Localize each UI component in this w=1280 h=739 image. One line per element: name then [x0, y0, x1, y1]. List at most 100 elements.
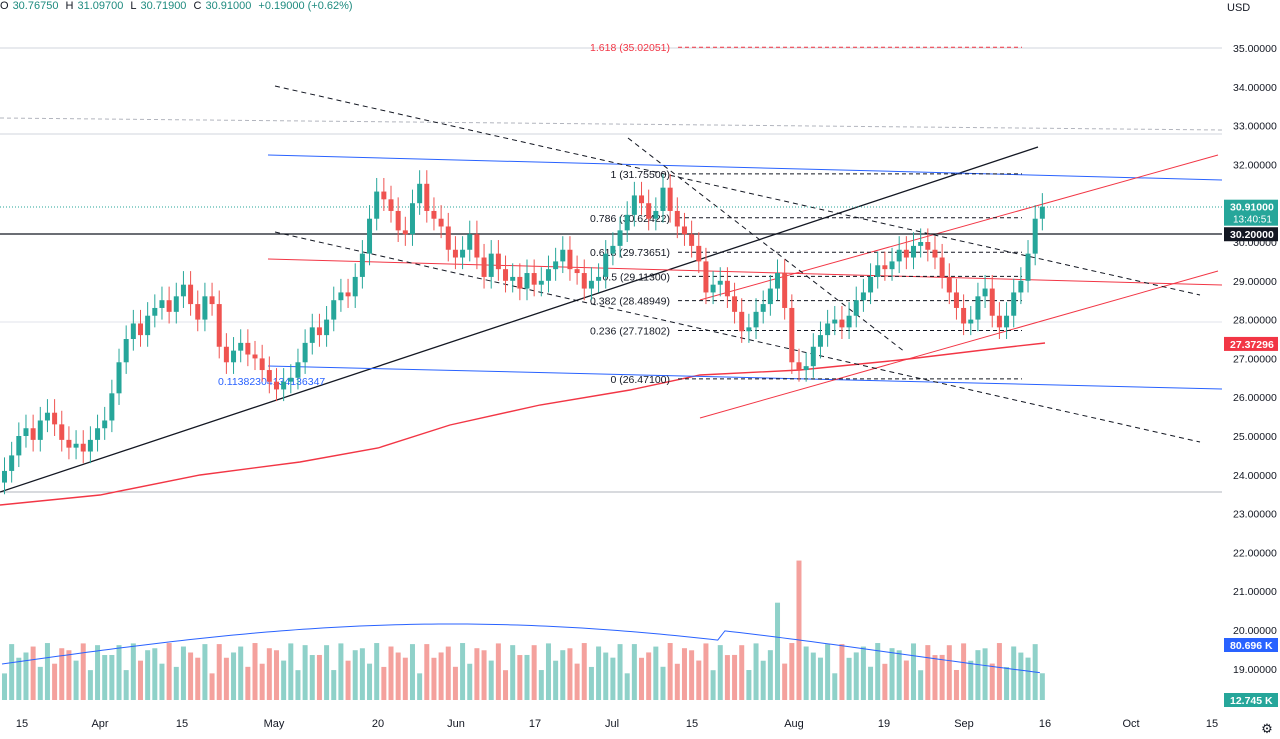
candle-body	[975, 296, 981, 320]
price-badge	[1224, 227, 1278, 242]
candle-body	[209, 296, 215, 305]
candle-body	[123, 339, 129, 363]
candle-body	[137, 323, 143, 336]
x-tick-label: 20	[372, 718, 384, 730]
candle-body	[1004, 315, 1010, 328]
volume-bar	[617, 644, 623, 700]
candle-body	[767, 288, 773, 305]
volume-bar	[281, 660, 287, 700]
volume-bar	[202, 644, 208, 700]
fib-level-label: 0 (26.47100)	[610, 374, 670, 386]
volume-ma-line	[1, 623, 1040, 674]
currency-button[interactable]: USD	[1227, 2, 1251, 14]
volume-bars	[1, 560, 1045, 700]
candle-body	[596, 276, 602, 281]
candle-body	[166, 300, 172, 312]
candle-body	[846, 315, 852, 328]
volume-bar	[703, 643, 709, 700]
volume-bar	[732, 654, 738, 700]
volume-bar	[173, 666, 179, 700]
high-value: 31.09700	[77, 0, 124, 12]
x-tick-label: Jun	[447, 718, 465, 730]
price-badge-label: 27.37296	[1230, 339, 1274, 351]
volume-bar	[767, 650, 773, 700]
volume-bar	[631, 644, 637, 700]
y-tick-label: 22.00000	[1233, 547, 1277, 559]
volume-bar	[846, 657, 852, 700]
candle-body	[395, 210, 401, 231]
candle-body	[674, 210, 680, 227]
candle-body	[503, 269, 509, 281]
candle-body	[760, 304, 766, 312]
candle-body	[1039, 206, 1045, 219]
red-channel-bottom	[699, 270, 1219, 419]
candle-body	[531, 273, 537, 285]
volume-bar	[975, 650, 981, 700]
volume-bar	[2, 673, 7, 700]
x-tick-label: 17	[529, 718, 541, 730]
volume-bar	[817, 657, 823, 700]
volume-bar	[73, 660, 79, 700]
candle-body	[223, 346, 229, 363]
close-value: 30.91000	[205, 0, 252, 12]
volume-bar	[273, 650, 279, 700]
x-tick-label: 15	[176, 718, 188, 730]
volume-bar	[953, 669, 959, 700]
candle-body	[839, 319, 845, 328]
candle-body	[817, 335, 823, 347]
volume-bar	[331, 670, 337, 700]
candle-body	[510, 276, 516, 281]
candle-body	[689, 234, 695, 246]
fib-level-label: 0.618 (29.73651)	[590, 247, 670, 259]
volume-bar	[59, 648, 65, 700]
volume-bar	[782, 663, 788, 700]
fib-level-label: 0.5 (29.11300)	[602, 271, 670, 283]
volume-bar	[180, 646, 186, 700]
volume-bar	[424, 644, 430, 700]
volume-bar	[503, 670, 509, 700]
low-value: 30.71900	[140, 0, 187, 12]
volume-bar	[538, 670, 544, 700]
y-tick-label: 25.00000	[1233, 431, 1277, 443]
candles	[2, 170, 1045, 495]
candle-body	[417, 183, 423, 204]
candle-body	[80, 443, 86, 452]
volume-bar	[266, 648, 272, 700]
volume-bar	[596, 646, 602, 700]
candle-body	[445, 226, 451, 250]
candle-body	[961, 307, 967, 324]
candle-body	[424, 183, 430, 211]
y-tick-label: 34.00000	[1233, 82, 1277, 94]
fib-level-label: 1.618 (35.02051)	[590, 42, 670, 54]
gear-icon[interactable]: ⚙	[1261, 721, 1273, 736]
volume-bar	[1011, 646, 1017, 700]
candle-body	[309, 327, 315, 343]
volume-bar	[452, 666, 458, 700]
candle-body	[660, 187, 666, 211]
candle-body	[911, 245, 917, 258]
volume-bar	[137, 660, 143, 700]
volume-bar	[1025, 657, 1031, 700]
candle-body	[545, 269, 551, 281]
volume-bar	[760, 660, 766, 700]
volume-bar	[324, 645, 330, 700]
candle-body	[388, 199, 394, 211]
change-value: +0.19000 (+0.62%)	[258, 0, 353, 12]
volume-bar	[903, 660, 909, 700]
volume-bar	[116, 645, 122, 700]
fib-level-label: 0.236 (27.71802)	[590, 326, 670, 338]
volume-bar	[588, 666, 594, 700]
volume-bar	[309, 655, 315, 700]
candle-body	[9, 455, 15, 471]
open-value: 30.76750	[12, 0, 59, 12]
volume-bar	[696, 660, 702, 700]
candle-body	[44, 412, 50, 421]
volume-bar	[746, 670, 752, 700]
candle-body	[231, 350, 237, 363]
dashed-ray	[0, 117, 1223, 131]
volume-bar	[810, 652, 816, 700]
candle-body	[581, 273, 587, 289]
volume-bar	[681, 648, 687, 700]
volume-bar	[409, 644, 415, 700]
